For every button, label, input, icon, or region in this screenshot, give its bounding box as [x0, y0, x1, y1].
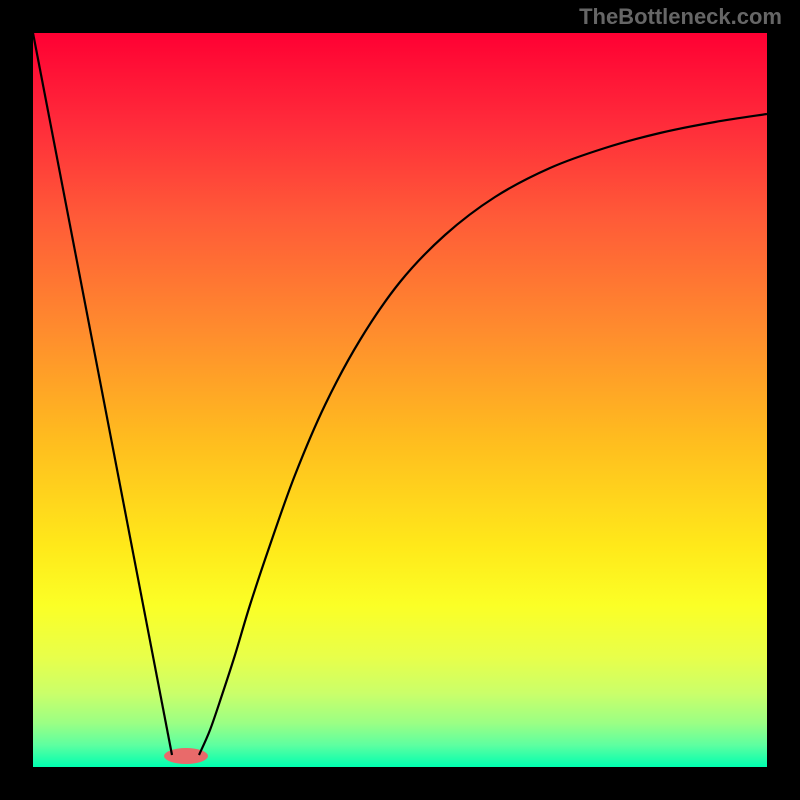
- curve-layer: [33, 33, 767, 767]
- curve-right-branch: [199, 114, 767, 755]
- chart-container: TheBottleneck.com: [0, 0, 800, 800]
- watermark-text: TheBottleneck.com: [579, 4, 782, 30]
- curve-left-branch: [33, 33, 172, 755]
- plot-area: [33, 33, 767, 767]
